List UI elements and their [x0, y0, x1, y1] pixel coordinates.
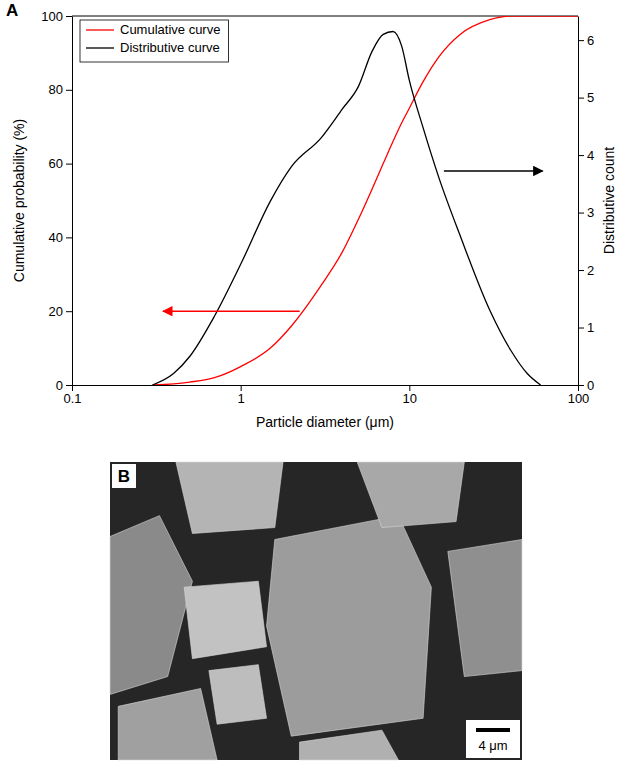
legend-swatch	[86, 47, 114, 48]
tick-mark	[66, 164, 72, 165]
tick-label: 100	[568, 391, 590, 406]
crystal	[176, 462, 283, 534]
panel-label-box	[112, 464, 136, 488]
tick: 0	[578, 378, 594, 393]
tick: 0.1	[63, 385, 81, 406]
tick-label: 3	[587, 205, 594, 220]
axis-xticks: 0.1 1 10 100	[63, 385, 589, 406]
tick: 1	[238, 385, 245, 406]
crystal	[300, 730, 399, 760]
tick: 2	[578, 263, 594, 278]
tick: 0	[56, 378, 72, 393]
tick: 4	[578, 148, 594, 163]
tick-mark	[578, 328, 584, 329]
axis-line	[72, 17, 73, 386]
line-series	[152, 16, 578, 385]
tick-mark	[66, 385, 72, 386]
panel-b: B 4 μm	[110, 462, 522, 760]
scale-bar-label: 4 μm	[478, 738, 507, 753]
tick-mark	[72, 385, 73, 391]
tick-label: 4	[587, 148, 594, 163]
scale-bar	[476, 728, 510, 732]
panel-label: B	[118, 467, 130, 486]
y-axis-title: Cumulative probability (%)	[11, 119, 27, 282]
legend: Cumulative curve Distributive curve	[80, 20, 228, 62]
crystal	[209, 665, 267, 725]
crystal	[267, 516, 432, 737]
legend-label: Cumulative curve	[120, 22, 220, 37]
figure: 0.11101000204060801000123456Particle dia…	[0, 0, 632, 766]
panel-a: 0.11101000204060801000123456Particle dia…	[6, 1, 617, 430]
tick-mark	[241, 385, 242, 391]
axis-line	[578, 17, 579, 386]
y2-axis-title: Distributive count	[601, 147, 617, 254]
plot-area	[152, 16, 578, 385]
tick-label: 10	[403, 391, 417, 406]
tick-mark	[409, 385, 410, 391]
crystal	[357, 462, 464, 528]
panel-label: A	[6, 1, 18, 20]
tick: 40	[49, 230, 72, 245]
tick-mark	[578, 213, 584, 214]
tick-mark	[578, 155, 584, 156]
tick-label: 6	[587, 33, 594, 48]
tick-label: 1	[238, 391, 245, 406]
axis-y2ticks: 0 1 2 3 4 5 6	[578, 17, 594, 393]
tick-label: 20	[49, 304, 63, 319]
tick-label: 0.1	[63, 391, 81, 406]
tick: 20	[49, 304, 72, 319]
micrograph	[110, 462, 522, 760]
tick-label: 2	[587, 263, 594, 278]
tick-mark	[66, 90, 72, 91]
tick-label: 60	[49, 156, 63, 171]
line-series	[152, 32, 540, 385]
tick-label: 0	[56, 378, 63, 393]
tick-label: 80	[49, 82, 63, 97]
annotation-arrow	[163, 310, 300, 312]
tick-mark	[66, 237, 72, 238]
tick: 10	[403, 385, 417, 406]
crystal	[118, 688, 217, 760]
tick-label: 1	[587, 320, 594, 335]
legend-label: Distributive curve	[120, 40, 220, 55]
crystal	[448, 539, 522, 676]
axis-line	[73, 385, 579, 386]
legend-box	[80, 20, 228, 62]
tick-label: 100	[41, 9, 63, 24]
tick-mark	[578, 385, 584, 386]
crystal	[184, 581, 266, 658]
tick-mark	[578, 40, 584, 41]
tick: 6	[578, 33, 594, 48]
tick-mark	[66, 16, 72, 17]
scale-bar-box	[466, 720, 520, 758]
tick-mark	[66, 311, 72, 312]
tick-label: 0	[587, 378, 594, 393]
tick-mark	[578, 98, 584, 99]
tick: 100	[41, 9, 72, 24]
crystal	[110, 516, 192, 695]
annotation-arrow	[444, 170, 543, 172]
tick: 3	[578, 205, 594, 220]
axis-yticks: 0 20 40 60 80 100	[41, 9, 72, 393]
tick: 60	[49, 156, 72, 171]
tick: 80	[49, 82, 72, 97]
tick: 5	[578, 90, 594, 105]
tick-label: 40	[49, 230, 63, 245]
x-axis-title: Particle diameter (μm)	[256, 414, 394, 430]
legend-swatch	[86, 29, 114, 30]
tick: 1	[578, 320, 594, 335]
tick-label: 5	[587, 90, 594, 105]
tick-mark	[578, 270, 584, 271]
